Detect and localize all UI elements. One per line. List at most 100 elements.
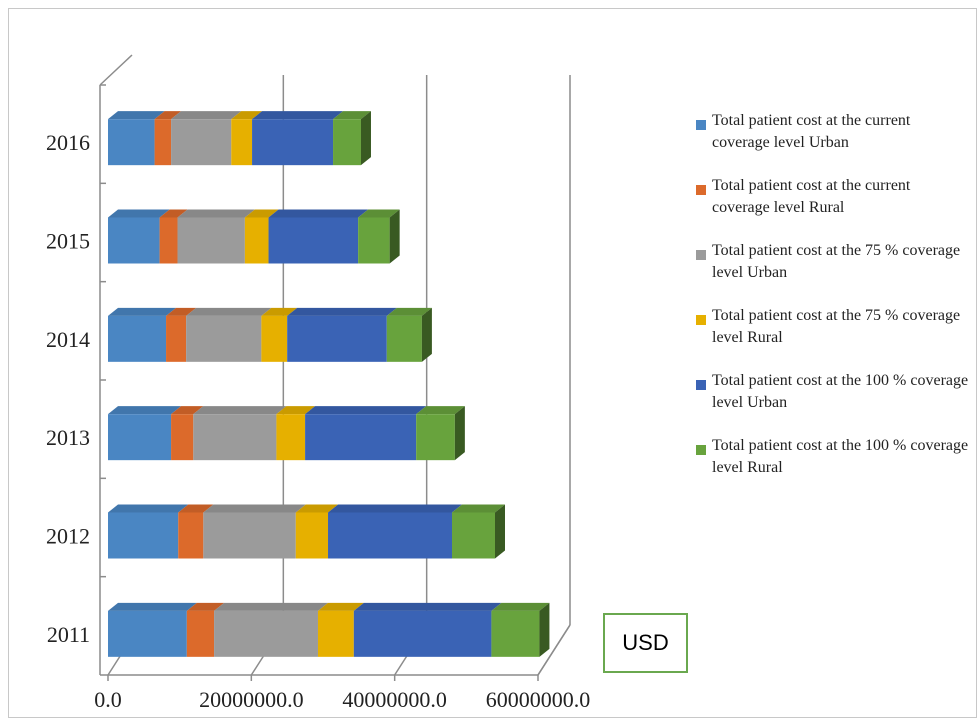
- bar-segment: [386, 315, 422, 362]
- legend-label: Total patient cost at the 75 % coverage …: [712, 307, 961, 346]
- x-tick-label: 20000000.0: [199, 687, 304, 712]
- x-tick-label: 40000000.0: [342, 687, 447, 712]
- legend-label: Total patient cost at the current covera…: [712, 177, 911, 216]
- bar-segment-top: [491, 602, 550, 611]
- category-label: 2016: [46, 130, 90, 155]
- bar-segment: [177, 217, 245, 264]
- bar-segment-side: [360, 111, 371, 166]
- bar-segment: [108, 414, 172, 461]
- bar-segment-side: [454, 406, 465, 461]
- bar-segment-top: [108, 602, 197, 611]
- bar-segment-top: [333, 111, 371, 120]
- legend-label: Total patient cost at the 100 % coverage…: [712, 372, 969, 411]
- bar-segment: [108, 315, 167, 362]
- bar-segment-top: [452, 504, 505, 513]
- bar-segment: [358, 217, 390, 264]
- bar-segment: [268, 217, 359, 264]
- legend-label: Total patient cost at the current covera…: [712, 112, 911, 151]
- bar-segment: [333, 119, 361, 166]
- bar-segment-top: [154, 111, 182, 120]
- bar-segment: [108, 119, 155, 166]
- bar-segment: [305, 414, 417, 461]
- bar-segment: [261, 315, 288, 362]
- bar-segment-side: [539, 602, 550, 657]
- legend-item: Total patient cost at the 75 % coverage …: [696, 240, 974, 305]
- bar-segment: [252, 119, 334, 166]
- bar-segment: [203, 512, 296, 559]
- bar-segment-side: [495, 504, 505, 559]
- x-tick-label: 60000000.0: [486, 687, 591, 712]
- wall-edge: [99, 54, 133, 86]
- bar-segment: [452, 512, 495, 559]
- bar-segment-top: [416, 406, 465, 415]
- bar-segment-top: [328, 504, 462, 513]
- category-label: 2013: [46, 425, 90, 450]
- legend-swatch: [696, 250, 706, 260]
- bar-segment-top: [353, 602, 502, 611]
- bar-segment-top: [214, 602, 328, 611]
- bar-segment-top: [186, 307, 272, 316]
- bar-segment-top: [108, 111, 165, 120]
- bar-segment: [186, 610, 215, 657]
- bar-segment-top: [171, 111, 242, 120]
- bar-segment-top: [108, 504, 189, 513]
- category-label: 2012: [46, 524, 90, 549]
- bar-segment: [416, 414, 455, 461]
- bar-segment-top: [244, 209, 279, 218]
- bar-segment-top: [159, 209, 188, 218]
- floor-edge: [537, 624, 571, 676]
- bar-segment: [276, 414, 306, 461]
- bar-segment: [166, 315, 187, 362]
- bar-segment-top: [252, 111, 344, 120]
- bar-segment-top: [186, 602, 225, 611]
- legend-swatch: [696, 315, 706, 325]
- bar-segment: [186, 315, 262, 362]
- bar-segment: [231, 119, 253, 166]
- bar-segment: [154, 119, 172, 166]
- bar-segment-top: [386, 307, 432, 316]
- bar-segment-top: [108, 406, 182, 415]
- bar-segment: [178, 512, 204, 559]
- bar-segment: [491, 610, 540, 657]
- bar-segment: [171, 119, 232, 166]
- bar-segment-top: [287, 307, 397, 316]
- bar-segment-top: [193, 406, 287, 415]
- legend-swatch: [696, 380, 706, 390]
- legend-swatch: [696, 185, 706, 195]
- bar-segment-side: [421, 307, 432, 362]
- bar-segment: [171, 414, 194, 461]
- bar-segment-top: [295, 504, 339, 513]
- bar-segment-top: [203, 504, 306, 513]
- bar-segment: [317, 610, 354, 657]
- legend-item: Total patient cost at the current covera…: [696, 175, 974, 240]
- bar-segment: [159, 217, 178, 264]
- bar-segment: [193, 414, 277, 461]
- bar-segment-top: [317, 602, 364, 611]
- bar-segment-side: [389, 209, 400, 264]
- legend: Total patient cost at the current covera…: [696, 110, 974, 500]
- legend-label: Total patient cost at the 100 % coverage…: [712, 437, 969, 476]
- legend-item: Total patient cost at the 75 % coverage …: [696, 305, 974, 370]
- legend-item: Total patient cost at the 100 % coverage…: [696, 370, 974, 435]
- legend-swatch: [696, 120, 706, 130]
- bar-segment-top: [305, 406, 427, 415]
- bar-segment-top: [276, 406, 316, 415]
- bar-segment: [295, 512, 329, 559]
- bar-segment: [108, 217, 160, 264]
- bar-segment-top: [166, 307, 197, 316]
- bar-segment-top: [231, 111, 263, 120]
- x-tick-label: 0.0: [94, 687, 122, 712]
- legend-item: Total patient cost at the 100 % coverage…: [696, 435, 974, 500]
- legend-item: Total patient cost at the current covera…: [696, 110, 974, 175]
- category-label: 2014: [46, 327, 90, 352]
- unit-label: USD: [603, 613, 688, 673]
- bar-segment: [244, 217, 269, 264]
- bar-segment: [287, 315, 387, 362]
- bar-segment-top: [268, 209, 369, 218]
- category-label: 2011: [47, 622, 90, 647]
- bar-segment: [214, 610, 318, 657]
- bar-segment-top: [177, 209, 255, 218]
- bar-segment-top: [108, 307, 177, 316]
- bar-segment: [108, 512, 179, 559]
